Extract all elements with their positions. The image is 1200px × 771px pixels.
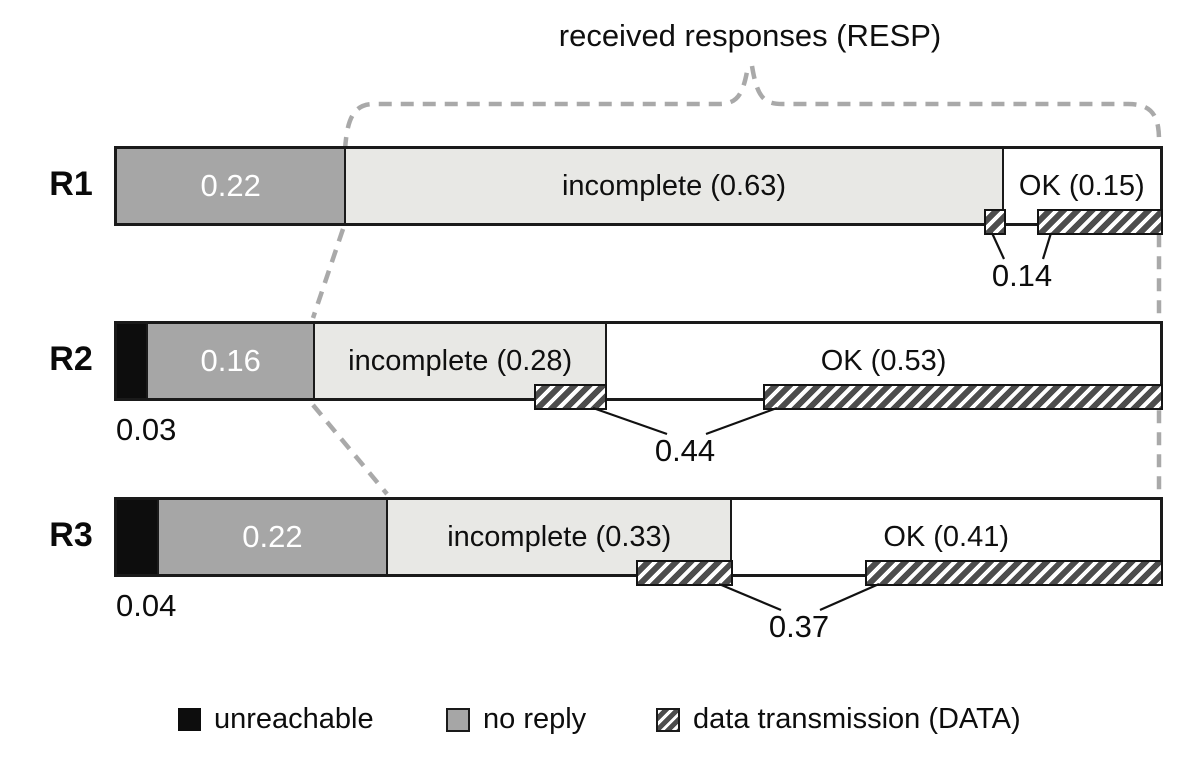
segment-value-label: incomplete (0.63) bbox=[561, 169, 787, 202]
segment-value-label: OK (0.53) bbox=[820, 344, 947, 377]
no-reply-swatch bbox=[446, 707, 470, 732]
segment-value-label: incomplete (0.28) bbox=[348, 344, 573, 377]
pointer-line bbox=[718, 582, 782, 612]
data-transmission-bar bbox=[1037, 209, 1163, 235]
unreachable-value-label: 0.03 bbox=[116, 412, 177, 447]
segment-value-label: 0.22 bbox=[200, 168, 261, 203]
category-label-r2: R2 bbox=[49, 340, 93, 378]
dashed-brace-path bbox=[342, 65, 751, 151]
pointer-line bbox=[592, 406, 668, 436]
data-transmission-bar bbox=[865, 560, 1163, 586]
pointer-line bbox=[705, 406, 778, 436]
brace-annotation-title: received responses (RESP) bbox=[558, 18, 942, 53]
pointer-line bbox=[991, 232, 1005, 260]
data-transmission-bar bbox=[763, 384, 1163, 410]
data-transmission-bar bbox=[984, 209, 1006, 235]
segment-no-reply: 0.22 bbox=[158, 500, 389, 574]
segment-value-label: OK (0.41) bbox=[883, 520, 1010, 553]
dashed-brace-path bbox=[311, 403, 389, 496]
data-transmission-value-label: 0.14 bbox=[991, 258, 1053, 293]
segment-no-reply: 0.22 bbox=[117, 149, 347, 223]
legend-item-unreachable: unreachable bbox=[178, 703, 374, 736]
segment-incomplete: incomplete (0.63) bbox=[346, 149, 1004, 223]
legend-label-no-reply: no reply bbox=[483, 703, 587, 735]
data-transmission-bar bbox=[534, 384, 607, 410]
legend-item-no-reply: no reply bbox=[446, 703, 586, 736]
legend-label-unreachable: unreachable bbox=[214, 703, 374, 735]
data-transmission-swatch bbox=[656, 707, 680, 732]
segment-value-label: 0.16 bbox=[200, 343, 261, 378]
data-transmission-bar bbox=[636, 560, 733, 586]
segment-incomplete: incomplete (0.33) bbox=[388, 500, 733, 574]
segment-unreachable bbox=[117, 500, 159, 574]
category-label-r1: R1 bbox=[49, 165, 93, 203]
unreachable-swatch bbox=[178, 708, 201, 731]
category-label-r3: R3 bbox=[49, 516, 93, 554]
legend-label-data-transmission: data transmission (DATA) bbox=[693, 703, 1021, 735]
pointer-line bbox=[819, 582, 880, 612]
segment-value-label: 0.22 bbox=[242, 519, 303, 554]
pointer-line bbox=[1041, 232, 1053, 260]
segment-no-reply: 0.16 bbox=[148, 324, 316, 398]
segment-value-label: incomplete (0.33) bbox=[447, 520, 672, 553]
dashed-brace-path bbox=[749, 65, 1162, 490]
legend-item-data-transmission: data transmission (DATA) bbox=[656, 703, 1021, 736]
unreachable-value-label: 0.04 bbox=[116, 588, 177, 623]
data-transmission-value-label: 0.44 bbox=[654, 433, 716, 468]
dashed-brace-path bbox=[310, 228, 346, 319]
segment-value-label: OK (0.15) bbox=[1018, 169, 1145, 202]
segment-unreachable bbox=[117, 324, 149, 398]
segment-incomplete: incomplete (0.28) bbox=[315, 324, 608, 398]
data-transmission-value-label: 0.37 bbox=[768, 609, 830, 644]
